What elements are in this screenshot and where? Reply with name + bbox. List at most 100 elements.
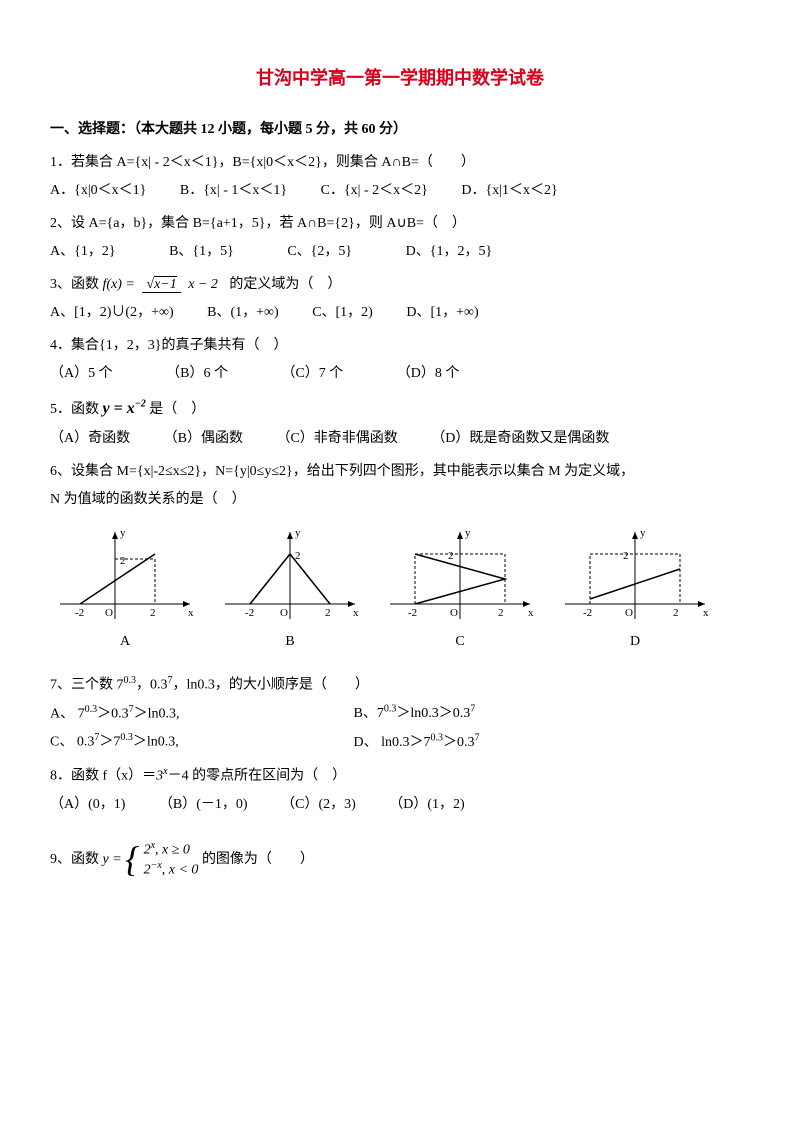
q9-prefix: 9、函数: [50, 852, 103, 867]
svg-text:2: 2: [150, 607, 156, 619]
q5-opt-b: （B）偶函数: [164, 431, 243, 446]
q9-piecewise: { 2x, x ≥ 0 2−x, x < 0: [125, 839, 198, 881]
svg-text:y: y: [465, 527, 471, 539]
q8-opt-a: （A）(0，1): [50, 797, 125, 812]
q4-opt-d: （D）8 个: [397, 366, 460, 381]
question-9: 9、函数 y = { 2x, x ≥ 0 2−x, x < 0 的图像为（ ）: [50, 839, 750, 881]
q2-opt-a: A、{1，2}: [50, 244, 116, 259]
q8-opt-c: （C）(2，3): [281, 797, 356, 812]
q2-opt-b: B、{1，5}: [169, 244, 234, 259]
brace-icon: {: [125, 841, 139, 877]
q6-label-a: A: [50, 628, 200, 656]
q9-row2: 2−x, x < 0: [144, 859, 199, 880]
q3-opt-c: C、[1，2): [312, 305, 373, 320]
q5-opt-d: （D）既是奇函数又是偶函数: [431, 431, 609, 446]
q3-opt-a: A、[1，2)∪(2，+∞): [50, 305, 174, 320]
q8-text: 8．函数 f（x）＝3x－4 的零点所在区间为（ ）: [50, 762, 750, 791]
svg-text:x: x: [703, 607, 709, 619]
q1-opt-a: A．{x|0＜x＜1}: [50, 183, 146, 198]
q5-suffix: 是（ ）: [149, 402, 205, 417]
q6-graphs: x y O -2 2 2 A x y O -2 2 2 B: [50, 524, 750, 656]
q9-suffix: 的图像为（ ）: [202, 852, 314, 867]
q2-text: 2、设 A={a，b}，集合 B={a+1，5}，若 A∩B={2}，则 A∪B…: [50, 210, 750, 238]
q7-opt-a: A、 70.3＞0.37＞ln0.3,: [50, 700, 350, 729]
question-4: 4．集合{1，2，3}的真子集共有（ ） （A）5 个 （B）6 个 （C）7 …: [50, 332, 750, 388]
q3-prefix: 3、函数: [50, 277, 103, 292]
q4-opt-a: （A）5 个: [50, 366, 113, 381]
q6-graph-c: x y O -2 2 2 C: [380, 524, 540, 656]
svg-text:-2: -2: [75, 607, 84, 619]
q8-opt-b: （B）(－1，0): [159, 797, 248, 812]
q8-opt-d: （D）(1，2): [389, 797, 464, 812]
q2-opt-c: C、{2，5}: [287, 244, 352, 259]
section-header: 一、选择题：（本大题共 12 小题，每小题 5 分，共 60 分）: [50, 116, 750, 144]
svg-text:-2: -2: [408, 607, 417, 619]
q9-row1: 2x, x ≥ 0: [144, 839, 199, 860]
q6-line2: N 为值域的函数关系的是（ ）: [50, 486, 750, 514]
q1-opt-c: C．{x| - 2＜x＜2}: [321, 183, 428, 198]
q4-opt-b: （B）6 个: [166, 366, 228, 381]
svg-text:-2: -2: [583, 607, 592, 619]
svg-text:O: O: [625, 607, 633, 619]
q4-text: 4．集合{1，2，3}的真子集共有（ ）: [50, 332, 750, 360]
question-7: 7、三个数 70.3，0.37，ln0.3，的大小顺序是（ ） A、 70.3＞…: [50, 671, 750, 757]
q7-opt-b: B、70.3＞ln0.3＞0.37: [354, 706, 476, 721]
svg-text:O: O: [105, 607, 113, 619]
q5-opt-a: （A）奇函数: [50, 431, 130, 446]
svg-text:x: x: [188, 607, 194, 619]
graph-c-svg: x y O -2 2 2: [380, 524, 540, 624]
svg-text:2: 2: [120, 555, 126, 567]
q3-options: A、[1，2)∪(2，+∞) B、(1，+∞) C、[1，2) D、[1，+∞): [50, 299, 750, 327]
page-title: 甘沟中学高一第一学期期中数学试卷: [50, 60, 750, 96]
q3-opt-d: D、[1，+∞): [406, 305, 478, 320]
q5-prefix: 5．函数: [50, 402, 103, 417]
q7-row1: A、 70.3＞0.37＞ln0.3, B、70.3＞ln0.3＞0.37: [50, 700, 750, 729]
question-8: 8．函数 f（x）＝3x－4 的零点所在区间为（ ） （A）(0，1) （B）(…: [50, 762, 750, 819]
q7-opt-c: C、 0.37＞70.3＞ln0.3,: [50, 728, 350, 757]
q3-numer: √x−1: [142, 277, 180, 293]
svg-text:y: y: [295, 527, 301, 539]
q1-text: 1．若集合 A={x| - 2＜x＜1}，B={x|0＜x＜2}，则集合 A∩B…: [50, 149, 750, 177]
q4-opt-c: （C）7 个: [281, 366, 343, 381]
svg-text:x: x: [353, 607, 359, 619]
question-2: 2、设 A={a，b}，集合 B={a+1，5}，若 A∩B={2}，则 A∪B…: [50, 210, 750, 266]
q5-opt-c: （C）非奇非偶函数: [276, 431, 397, 446]
svg-text:2: 2: [673, 607, 679, 619]
q5-options: （A）奇函数 （B）偶函数 （C）非奇非偶函数 （D）既是奇函数又是偶函数: [50, 425, 750, 453]
q6-graph-b: xy O -22 2 B: [215, 524, 365, 656]
graph-b-svg: xy O -22 2: [215, 524, 365, 624]
graph-a-svg: xy O -22 2: [50, 524, 200, 624]
q3-suffix: 的定义域为（ ）: [229, 277, 341, 292]
svg-text:2: 2: [498, 607, 504, 619]
q3-fraction: √x−1 x − 2: [142, 277, 222, 292]
svg-text:2: 2: [325, 607, 331, 619]
q4-options: （A）5 个 （B）6 个 （C）7 个 （D）8 个: [50, 360, 750, 388]
q6-graph-a: xy O -22 2 A: [50, 524, 200, 656]
q1-opt-d: D．{x|1＜x＜2}: [461, 183, 557, 198]
q1-options: A．{x|0＜x＜1} B．{x| - 1＜x＜1} C．{x| - 2＜x＜2…: [50, 177, 750, 205]
svg-text:y: y: [640, 527, 646, 539]
q6-label-b: B: [215, 628, 365, 656]
q5-expr: y = x−2: [103, 400, 146, 417]
svg-text:2: 2: [623, 550, 629, 562]
question-1: 1．若集合 A={x| - 2＜x＜1}，B={x|0＜x＜2}，则集合 A∩B…: [50, 149, 750, 205]
svg-text:2: 2: [448, 550, 454, 562]
q9-yeq: y =: [103, 852, 122, 867]
q1-opt-b: B．{x| - 1＜x＜1}: [180, 183, 287, 198]
q3-fx: f(x) =: [103, 277, 139, 292]
question-5: 5．函数 y = x−2 是（ ） （A）奇函数 （B）偶函数 （C）非奇非偶函…: [50, 393, 750, 453]
q2-opt-d: D、{1，2，5}: [406, 244, 493, 259]
question-6: 6、设集合 M={x|-2≤x≤2}，N={y|0≤y≤2}，给出下列四个图形，…: [50, 458, 750, 656]
q7-row2: C、 0.37＞70.3＞ln0.3, D、 ln0.3＞70.3＞0.37: [50, 728, 750, 757]
svg-text:-2: -2: [245, 607, 254, 619]
svg-text:O: O: [450, 607, 458, 619]
graph-d-svg: x y O -2 2 2: [555, 524, 715, 624]
svg-text:O: O: [280, 607, 288, 619]
q6-label-c: C: [380, 628, 540, 656]
q8-options: （A）(0，1) （B）(－1，0) （C）(2，3) （D）(1，2): [50, 791, 750, 819]
q7-opt-d: D、 ln0.3＞70.3＞0.37: [354, 735, 480, 750]
q3-denom: x − 2: [184, 277, 222, 292]
q6-label-d: D: [555, 628, 715, 656]
q2-options: A、{1，2} B、{1，5} C、{2，5} D、{1，2，5}: [50, 238, 750, 266]
svg-text:x: x: [528, 607, 534, 619]
